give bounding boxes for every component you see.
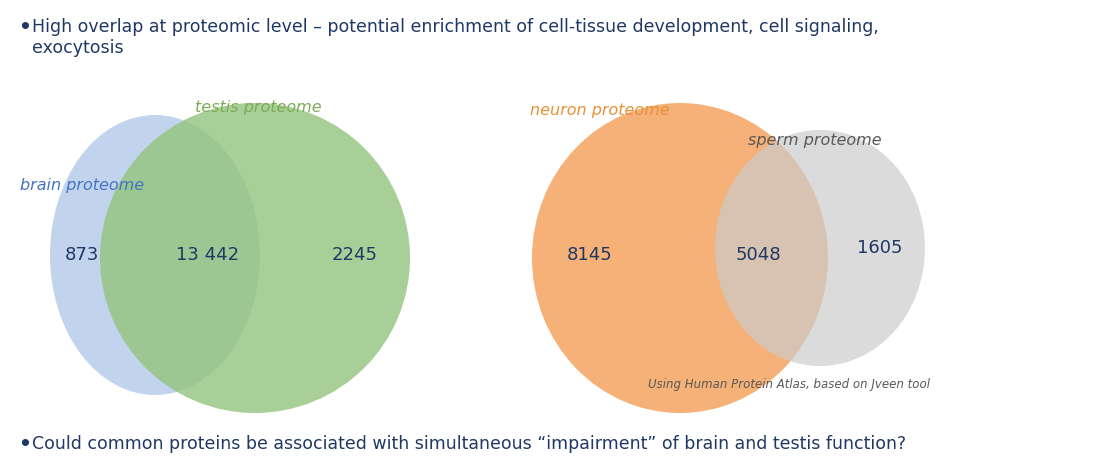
Ellipse shape bbox=[101, 103, 410, 413]
Text: Could common proteins be associated with simultaneous “impairment” of brain and : Could common proteins be associated with… bbox=[32, 435, 906, 453]
Text: 13 442: 13 442 bbox=[176, 246, 239, 264]
Ellipse shape bbox=[532, 103, 828, 413]
Text: Using Human Protein Atlas, based on Jveen tool: Using Human Protein Atlas, based on Jvee… bbox=[648, 378, 930, 391]
Text: testis proteome: testis proteome bbox=[195, 100, 322, 115]
Text: 5048: 5048 bbox=[735, 246, 781, 264]
Text: 8145: 8145 bbox=[567, 246, 613, 264]
Text: brain proteome: brain proteome bbox=[20, 178, 144, 193]
Text: neuron proteome: neuron proteome bbox=[529, 103, 669, 118]
Text: 873: 873 bbox=[65, 246, 99, 264]
Text: sperm proteome: sperm proteome bbox=[748, 133, 881, 148]
Text: 1605: 1605 bbox=[857, 239, 903, 257]
Ellipse shape bbox=[50, 115, 260, 395]
Text: •: • bbox=[18, 18, 31, 37]
Ellipse shape bbox=[715, 130, 925, 366]
Text: 2245: 2245 bbox=[332, 246, 378, 264]
Text: •: • bbox=[18, 435, 31, 454]
Text: High overlap at proteomic level – potential enrichment of cell-tissue developmen: High overlap at proteomic level – potent… bbox=[32, 18, 879, 57]
